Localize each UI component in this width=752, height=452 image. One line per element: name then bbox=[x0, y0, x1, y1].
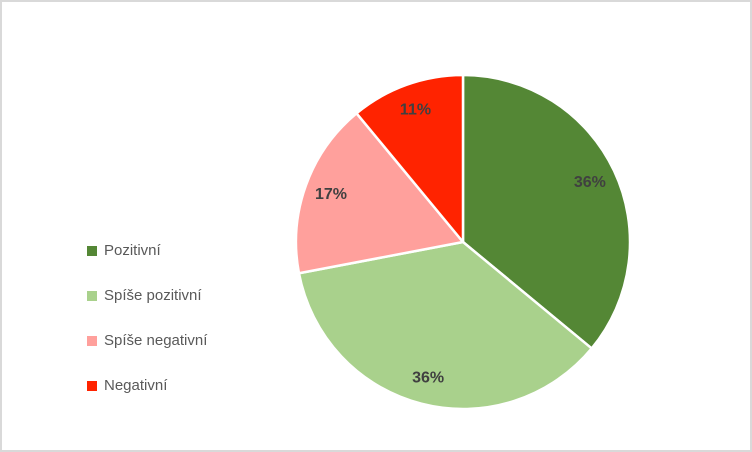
legend-label: Spíše pozitivní bbox=[104, 287, 202, 304]
legend-label: Spíše negativní bbox=[104, 332, 208, 349]
legend-swatch-icon bbox=[87, 335, 97, 346]
legend-label: Negativní bbox=[104, 377, 168, 394]
legend-item-pozitivni[interactable]: Pozitivní bbox=[87, 241, 207, 260]
legend-item-negativni[interactable]: Negativní bbox=[87, 376, 207, 395]
legend-swatch-icon bbox=[87, 245, 97, 256]
pie-slice-pozitivni[interactable] bbox=[461, 73, 632, 350]
legend-item-spise-negativni[interactable]: Spíše negativní bbox=[87, 331, 207, 350]
legend-label: Pozitivní bbox=[104, 242, 161, 259]
data-label-negativni: 11% bbox=[400, 102, 431, 119]
data-label-spise-negativni: 17% bbox=[315, 186, 347, 203]
data-label-spise-pozitivni: 36% bbox=[412, 369, 444, 386]
legend: Pozitivní Spíše pozitivní Spíše negativní N… bbox=[87, 241, 207, 395]
pie-slice-negativni[interactable] bbox=[355, 73, 465, 244]
pie-slice-spise-pozitivni[interactable] bbox=[297, 240, 593, 411]
legend-swatch-icon bbox=[87, 380, 97, 391]
data-label-pozitivni: 36% bbox=[574, 174, 606, 191]
pie-slice-spise-negativni[interactable] bbox=[294, 112, 465, 275]
legend-item-spise-pozitivni[interactable]: Spíše pozitivní bbox=[87, 286, 207, 305]
legend-swatch-icon bbox=[87, 290, 97, 301]
